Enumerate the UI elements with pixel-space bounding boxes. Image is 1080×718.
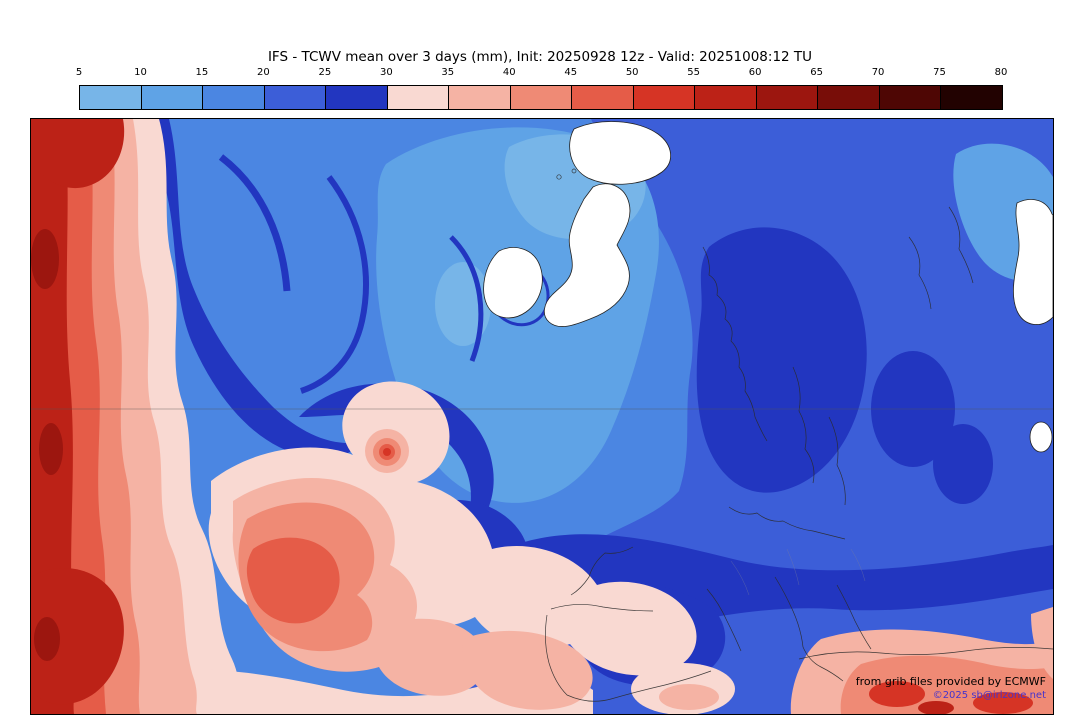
colorbar-tick-70: 70: [871, 67, 885, 78]
map-svg: [31, 119, 1053, 714]
colorbar-segment-50-55: [633, 86, 696, 109]
colorbar-tick-30: 30: [379, 67, 393, 78]
colorbar-tick-15: 15: [195, 67, 209, 78]
africa-region: [790, 607, 1053, 714]
colorbar-tick-25: 25: [318, 67, 332, 78]
colorbar-tick-50: 50: [625, 67, 639, 78]
red-region-west: [31, 119, 735, 714]
great-britain-shape: [543, 183, 631, 327]
colorbar-tick-75: 75: [933, 67, 946, 78]
colorbar-tick-60: 60: [748, 67, 762, 78]
colorbar-segment-45-50: [572, 86, 634, 109]
iceland-shape: [569, 121, 671, 185]
colorbar-tick-35: 35: [441, 67, 455, 78]
colorbar-tick-80: 80: [994, 67, 1008, 78]
colorbar-segment-65-70: [818, 86, 880, 109]
cyclone: [365, 429, 409, 473]
land-white: [483, 121, 1053, 453]
colorbar-segment-60-65: [756, 86, 819, 109]
colorbar-ticks: 5 10 15 20 25 30 35 40 45 50 55 60 65 70 75 80: [75, 67, 1008, 80]
colorbar-tick-55: 55: [687, 67, 701, 78]
country-borders: [730, 548, 866, 596]
watermark-source: from grib files provided by ECMWF: [855, 674, 1046, 688]
colorbar-segment-40-45: [510, 86, 573, 109]
watermark-copyright: ©2025 sb@irlzone.net: [932, 690, 1046, 701]
colorbar-segment-15-20: [203, 86, 265, 109]
colorbar-tick-65: 65: [810, 67, 823, 78]
map-title: IFS - TCWV mean over 3 days (mm), Init: …: [267, 49, 813, 65]
ireland-shape: [483, 247, 543, 319]
small-white-patch: [1029, 421, 1053, 453]
map-canvas: from grib files provided by ECMWF ©2025 …: [30, 118, 1054, 715]
colorbar-tick-5: 5: [75, 67, 83, 78]
colorbar-tick-20: 20: [257, 67, 270, 78]
colorbar-segment-55-60: [695, 86, 757, 109]
colorbar-tick-10: 10: [134, 67, 147, 78]
colorbar-segment-70-75: [879, 86, 942, 109]
colorbar-tick-40: 40: [502, 67, 516, 78]
colorbar-segment-20-25: [264, 86, 327, 109]
colorbar-tick-45: 45: [564, 67, 578, 78]
east-white-patch: [1013, 199, 1053, 325]
colorbar: [79, 85, 1003, 110]
colorbar-segment-75-80: [941, 86, 1002, 109]
coastlines: [545, 168, 1053, 702]
colorbar-segment-25-30: [326, 86, 388, 109]
colorbar-segment-10-15: [141, 86, 204, 109]
colorbar-segment-30-35: [387, 86, 450, 109]
watermark: from grib files provided by ECMWF ©2025 …: [856, 675, 1046, 702]
colorbar-segment-35-40: [449, 86, 511, 109]
colorbar-segment-5-10: [80, 86, 142, 109]
